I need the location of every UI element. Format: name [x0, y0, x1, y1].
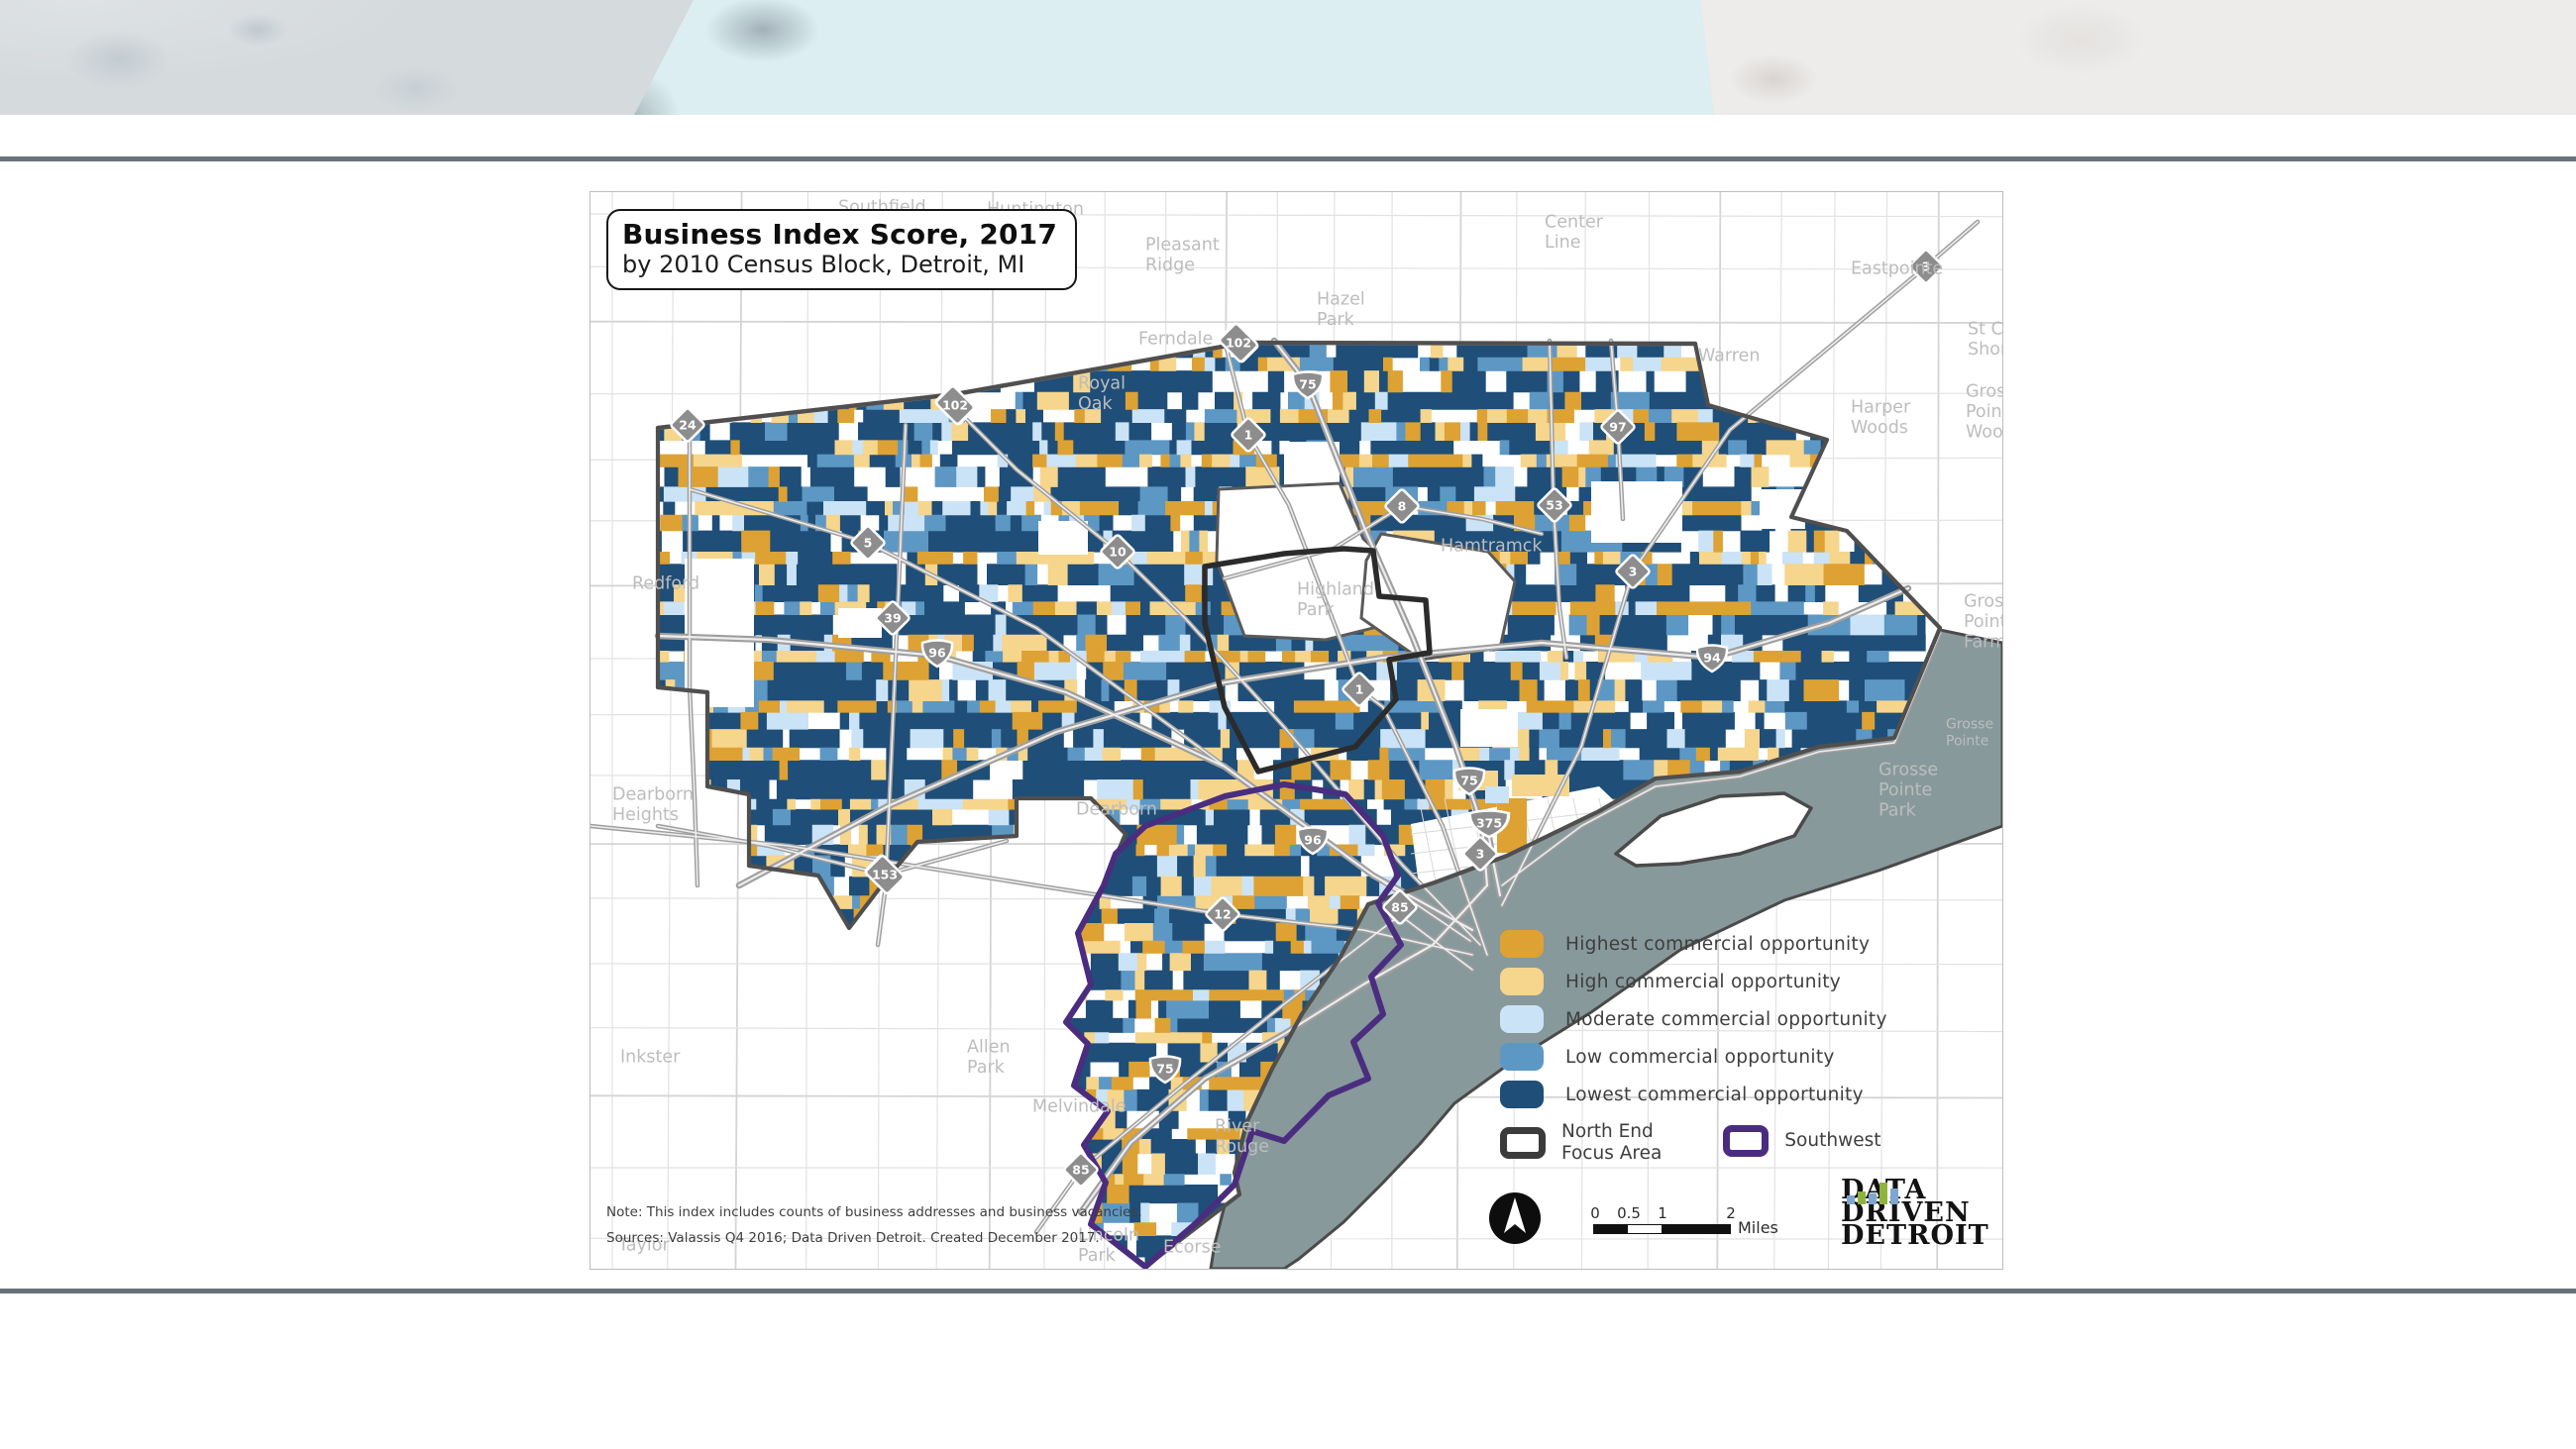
- svg-text:Ecorse: Ecorse: [1163, 1238, 1221, 1258]
- svg-text:Warren: Warren: [1698, 347, 1760, 366]
- svg-text:St ClairShores: St ClairShores: [1968, 320, 2002, 361]
- legend-item: Low commercial opportunity: [1500, 1038, 1887, 1076]
- svg-text:39: 39: [884, 611, 901, 626]
- svg-text:Inkster: Inkster: [620, 1048, 681, 1068]
- svg-text:96: 96: [928, 646, 946, 661]
- svg-text:97: 97: [1609, 420, 1626, 435]
- legend-southwest: Southwest: [1723, 1125, 1880, 1157]
- map-title-box: Business Index Score, 2017 by 2010 Censu…: [606, 209, 1078, 290]
- svg-text:102: 102: [942, 398, 968, 413]
- svg-text:Hamtramck: Hamtramck: [1441, 537, 1543, 557]
- map-subtitle: by 2010 Census Block, Detroit, MI: [622, 251, 1025, 278]
- legend-label: Lowest commercial opportunity: [1565, 1084, 1864, 1105]
- scale-bar-numbers: 0 0.5 1 2: [1590, 1204, 1736, 1222]
- data-driven-detroit-logo: DATA DRIVEN DETROIT: [1841, 1177, 1989, 1251]
- svg-text:3: 3: [1629, 565, 1638, 579]
- svg-text:Melvindale: Melvindale: [1032, 1097, 1127, 1117]
- scale-bar: 0 0.5 1 2 Miles: [1590, 1204, 1791, 1237]
- svg-text:75: 75: [1156, 1062, 1173, 1077]
- legend-swatch: [1500, 1043, 1544, 1071]
- svg-text:Taylor: Taylor: [617, 1236, 670, 1256]
- legend-label: High commercial opportunity: [1565, 971, 1842, 992]
- map: 102 102 24 5 10 39 96 96 153 12 75 75 75 8 53 97 94 3 3 3 1 1…: [590, 191, 2003, 1270]
- legend-item: Moderate commercial opportunity: [1500, 1000, 1887, 1038]
- note-line: Note: This index includes counts of busi…: [606, 1204, 1142, 1220]
- svg-text:GrossePointeWoods: GrossePointeWoods: [1966, 382, 2002, 443]
- legend-swatch: [1500, 930, 1544, 958]
- svg-text:5: 5: [864, 536, 873, 551]
- decorative-cyan-wash: [634, 0, 1714, 115]
- svg-text:375: 375: [1476, 816, 1502, 831]
- svg-text:75: 75: [1299, 377, 1316, 392]
- svg-text:8: 8: [1398, 499, 1407, 514]
- legend-item: High commercial opportunity: [1500, 963, 1887, 1000]
- decorative-footer-band: [0, 0, 2576, 115]
- sources-line: Sources: Valassis Q4 2016; Data Driven D…: [606, 1230, 1100, 1246]
- legend-swatch: [1500, 1005, 1544, 1033]
- bottom-divider: [0, 1289, 2576, 1294]
- legend-swatch: [1500, 1081, 1544, 1108]
- southwest-label: Southwest: [1784, 1130, 1881, 1151]
- svg-text:12: 12: [1214, 907, 1231, 922]
- svg-text:96: 96: [1304, 833, 1322, 848]
- legend-swatch: [1500, 968, 1544, 995]
- svg-text:75: 75: [1460, 774, 1477, 788]
- logo-bar-chart-icon: [1847, 1183, 1898, 1204]
- svg-text:102: 102: [1226, 336, 1251, 351]
- svg-text:10: 10: [1109, 545, 1127, 560]
- north-end-outline-swatch: [1500, 1127, 1546, 1159]
- svg-text:3: 3: [1922, 259, 1931, 274]
- svg-text:3: 3: [1476, 847, 1485, 862]
- svg-text:1: 1: [1355, 682, 1364, 697]
- svg-text:Dearborn: Dearborn: [1076, 800, 1157, 820]
- detroit-map: 102 102 24 5 10 39 96 96 153 12 75 75 75 8 53 97 94 3 3 3 1 1…: [590, 192, 2002, 1269]
- svg-text:153: 153: [872, 868, 898, 882]
- top-divider: [0, 156, 2576, 161]
- svg-text:53: 53: [1546, 498, 1562, 513]
- svg-text:85: 85: [1391, 900, 1408, 915]
- scale-bar-bar: [1593, 1224, 1731, 1234]
- svg-text:24: 24: [679, 418, 697, 433]
- legend: Highest commercial opportunity High comme…: [1500, 925, 1887, 1165]
- svg-text:94: 94: [1703, 651, 1721, 666]
- logo-line-detroit: DETROIT: [1841, 1220, 1989, 1251]
- legend-item: Highest commercial opportunity: [1500, 925, 1887, 963]
- map-title: Business Index Score, 2017: [622, 218, 1058, 251]
- scale-bar-unit: Miles: [1738, 1218, 1778, 1237]
- legend-items: Highest commercial opportunity High comme…: [1500, 925, 1887, 1113]
- decorative-right-wash-bottom: [1700, 0, 2576, 115]
- legend-label: Low commercial opportunity: [1565, 1046, 1835, 1068]
- legend-north-end: North End Focus Area: [1500, 1121, 1662, 1165]
- legend-item: Lowest commercial opportunity: [1500, 1076, 1887, 1113]
- southwest-outline-swatch: [1723, 1125, 1770, 1157]
- svg-text:GrossePointeFarms: GrossePointeFarms: [1964, 592, 2002, 653]
- svg-text:Redford: Redford: [632, 574, 699, 594]
- legend-label: Highest commercial opportunity: [1565, 933, 1871, 955]
- legend-label: Moderate commercial opportunity: [1565, 1008, 1887, 1030]
- svg-text:85: 85: [1072, 1163, 1089, 1178]
- north-end-label: North End Focus Area: [1561, 1121, 1663, 1164]
- svg-text:1: 1: [1244, 428, 1253, 443]
- map-notes: Note: This index includes counts of busi…: [606, 1204, 1142, 1256]
- svg-text:Eastpointe: Eastpointe: [1851, 259, 1943, 279]
- svg-text:Ferndale: Ferndale: [1138, 330, 1213, 350]
